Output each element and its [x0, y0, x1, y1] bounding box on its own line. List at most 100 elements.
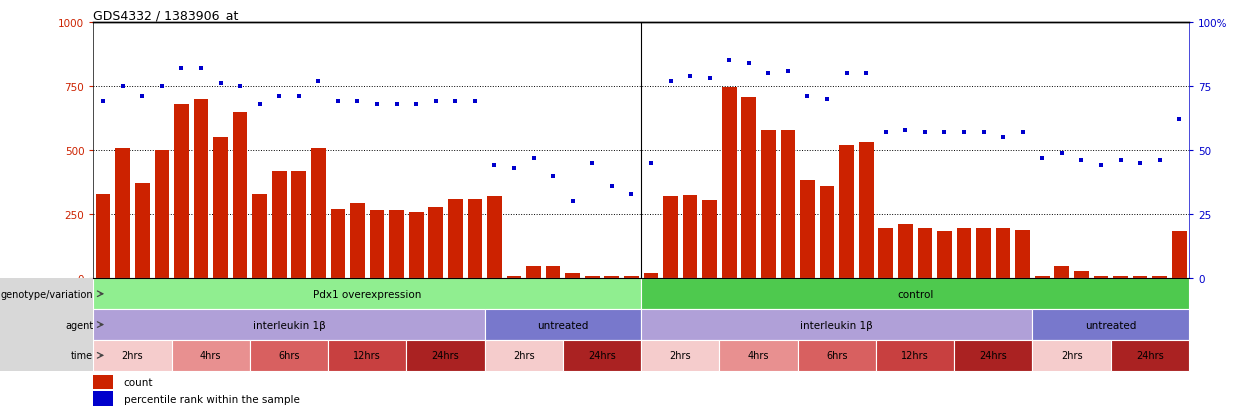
Bar	[839, 146, 854, 279]
Bar	[761, 130, 776, 279]
Text: 2hrs: 2hrs	[1061, 351, 1082, 361]
Point	[1012, 130, 1032, 136]
Point	[621, 191, 641, 197]
Text: 12hrs: 12hrs	[901, 351, 929, 361]
Text: genotype/variation: genotype/variation	[1, 289, 93, 299]
Bar	[428, 207, 443, 279]
Bar	[682, 195, 697, 279]
Bar	[954, 340, 1032, 371]
Bar	[976, 229, 991, 279]
Bar	[0, 340, 93, 371]
Point	[1130, 160, 1150, 167]
Bar	[641, 309, 1032, 340]
Point	[367, 101, 387, 108]
Bar	[798, 340, 876, 371]
Bar	[720, 340, 798, 371]
Bar	[213, 138, 228, 279]
Point	[563, 199, 583, 205]
Point	[994, 135, 1013, 141]
Bar	[0, 279, 93, 309]
Point	[895, 127, 915, 133]
Bar	[370, 211, 385, 279]
Text: 4hrs: 4hrs	[748, 351, 769, 361]
Bar	[1016, 230, 1030, 279]
Point	[426, 99, 446, 105]
Point	[1072, 158, 1092, 164]
Bar	[172, 340, 250, 371]
Bar	[641, 279, 1189, 309]
Point	[347, 99, 367, 105]
Point	[190, 66, 210, 72]
Point	[152, 83, 172, 90]
Bar	[390, 211, 403, 279]
Text: 6hrs: 6hrs	[827, 351, 848, 361]
Point	[387, 101, 407, 108]
Bar	[722, 88, 737, 279]
Point	[857, 71, 876, 77]
Text: agent: agent	[65, 320, 93, 330]
Point	[720, 58, 740, 64]
Point	[641, 160, 661, 167]
Point	[309, 78, 329, 85]
Bar	[545, 266, 560, 279]
Bar	[801, 180, 814, 279]
Bar	[408, 212, 423, 279]
Point	[446, 99, 466, 105]
Bar	[194, 100, 208, 279]
Text: percentile rank within the sample: percentile rank within the sample	[123, 394, 299, 404]
Bar	[271, 171, 286, 279]
Point	[798, 94, 818, 100]
Bar	[250, 340, 329, 371]
Text: GDS4332 / 1383906_at: GDS4332 / 1383906_at	[93, 9, 239, 21]
Bar	[781, 130, 796, 279]
Bar	[96, 194, 111, 279]
Bar	[291, 171, 306, 279]
Bar	[563, 340, 641, 371]
Bar	[1172, 231, 1186, 279]
Bar	[487, 197, 502, 279]
Point	[1052, 150, 1072, 157]
Point	[464, 99, 484, 105]
Point	[113, 83, 133, 90]
Bar	[484, 340, 563, 371]
Text: 24hrs: 24hrs	[432, 351, 459, 361]
Bar	[350, 203, 365, 279]
Bar	[918, 229, 933, 279]
Point	[935, 130, 955, 136]
Bar	[0, 309, 93, 340]
Point	[327, 99, 347, 105]
Point	[837, 71, 857, 77]
Bar	[174, 104, 189, 279]
Bar	[1035, 276, 1050, 279]
Bar	[1055, 266, 1069, 279]
Point	[1149, 158, 1169, 164]
Point	[269, 94, 289, 100]
Bar	[527, 266, 540, 279]
Point	[974, 130, 994, 136]
Point	[484, 163, 504, 169]
Point	[406, 101, 426, 108]
Point	[583, 160, 603, 167]
Text: 24hrs: 24hrs	[588, 351, 616, 361]
Point	[680, 73, 700, 80]
Point	[230, 83, 250, 90]
Bar	[996, 229, 1011, 279]
Text: 24hrs: 24hrs	[1135, 351, 1164, 361]
Point	[543, 173, 563, 180]
Bar	[641, 340, 720, 371]
Bar	[819, 187, 834, 279]
Bar	[1032, 309, 1189, 340]
Bar	[664, 197, 677, 279]
Bar	[879, 229, 893, 279]
Bar	[1032, 340, 1111, 371]
Bar	[624, 276, 639, 279]
Bar	[1153, 276, 1167, 279]
Bar	[93, 309, 484, 340]
Bar	[331, 209, 345, 279]
Bar	[605, 276, 619, 279]
Text: untreated: untreated	[1086, 320, 1137, 330]
Bar	[484, 309, 641, 340]
Text: interleukin 1β: interleukin 1β	[253, 320, 325, 330]
Point	[1111, 158, 1130, 164]
Bar	[253, 194, 266, 279]
